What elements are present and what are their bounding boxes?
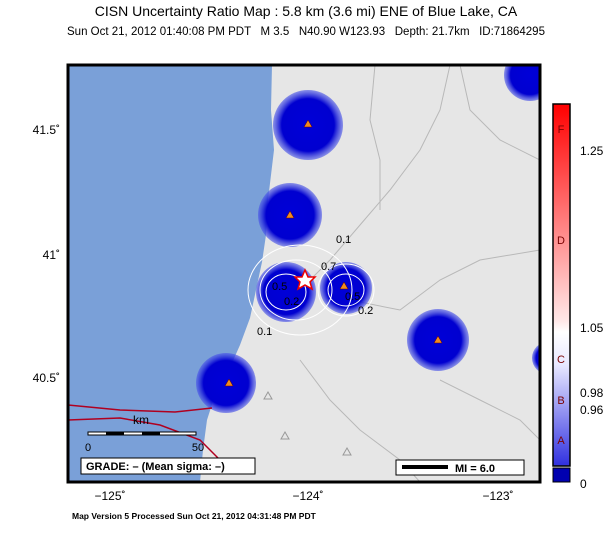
grade-letter: B [557,395,564,407]
lat-label: 40.5˚ [33,371,60,385]
scale-bar: km 0 50 [85,413,204,454]
scale-label: 0 [85,442,91,454]
subtitle: Sun Oct 21, 2012 01:40:08 PM PDT M 3.5 N… [67,26,545,38]
contour-label: 0.5 [345,291,360,303]
station-triangles [224,119,443,387]
colorbar: F D C B A 1.25 1.05 0.98 0.96 0 [552,103,604,491]
map-area: 0.1 0.1 0.7 0.5 0.2 0.5 0.2 km 0 50 GRAD… [68,65,540,482]
contour-label: 0.7 [321,261,336,273]
mi-box [395,459,525,476]
contour-label: 0.1 [257,326,272,338]
lon-label: −123˚ [482,489,513,503]
mi-key: MI = 6.0 [455,463,495,475]
title: CISN Uncertainty Ratio Map : 5.8 km (3.6… [95,3,518,19]
grade-box [80,457,256,475]
lon-label: −125˚ [94,489,125,503]
lat-label: 41.5˚ [33,123,60,137]
epicenter [293,268,317,291]
lat-label: 41˚ [43,248,60,262]
grade-letter: C [557,354,565,366]
map-frame [66,63,542,484]
colorbar-value: 0.96 [580,403,604,417]
contour-label: 0.2 [358,305,373,317]
colorbar-value: 1.05 [580,321,604,335]
scale-label: 50 [192,442,204,454]
open-triangles [263,390,352,456]
lon-label: −124˚ [292,489,323,503]
grade-letter: A [557,435,565,447]
scale-unit: km [133,413,149,427]
contour-label: 0.1 [336,234,351,246]
grade-letter: F [558,124,565,136]
faults [68,404,221,461]
grade: GRADE: – (Mean sigma: –) [86,461,225,473]
contour-label: 0.2 [284,296,299,308]
contours [247,244,375,336]
colorbar-value: 0.98 [580,386,604,400]
colorbar-value: 1.25 [580,144,604,158]
colorbar-value: 0 [580,477,587,491]
footer: Map Version 5 Processed Sun Oct 21, 2012… [72,511,317,521]
grade-letter: D [557,235,565,247]
contour-label: 0.5 [272,281,287,293]
